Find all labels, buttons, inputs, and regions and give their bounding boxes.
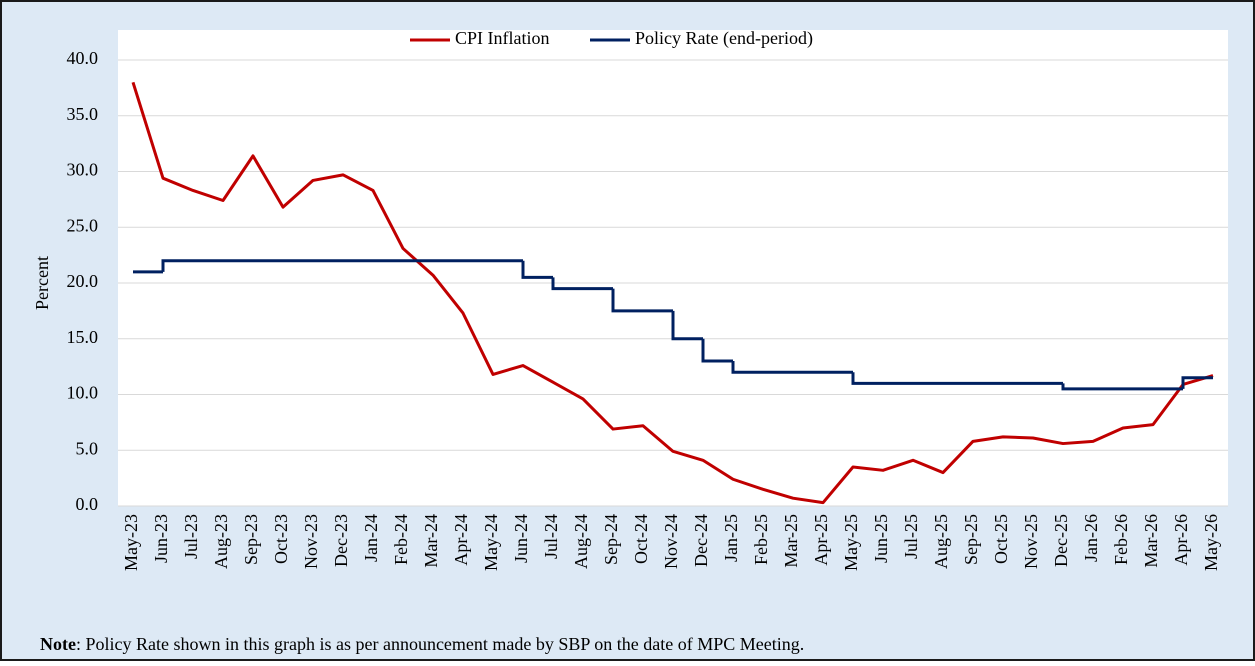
x-tick-label: Sep-25 <box>961 514 981 565</box>
step-segment <box>161 259 193 272</box>
x-tick-label: Jan-26 <box>1081 514 1101 562</box>
line <box>131 81 1214 505</box>
x-tick-label: Jan-25 <box>721 514 741 562</box>
x-tick-label: Dec-24 <box>691 514 711 567</box>
x-tick-label: Oct-23 <box>271 514 291 564</box>
y-tick-label: 40.0 <box>67 48 99 68</box>
x-tick-label: Nov-25 <box>1021 514 1041 569</box>
y-tick-label: 10.0 <box>67 383 99 403</box>
y-tick-label: 25.0 <box>67 215 99 235</box>
x-tick-label: Jul-25 <box>901 514 921 559</box>
x-tick-label: Mar-24 <box>421 514 441 568</box>
x-tick-label: Dec-23 <box>331 514 351 567</box>
step-segment <box>851 372 883 385</box>
step-segment <box>611 288 643 313</box>
step-segment <box>1061 383 1093 391</box>
x-tick-label: Aug-25 <box>931 514 951 569</box>
y-tick-label: 0.0 <box>76 494 99 514</box>
y-tick-label: 15.0 <box>67 327 99 347</box>
step-segment <box>731 361 763 374</box>
x-tick-label: May-25 <box>841 514 861 571</box>
y-tick-label: 30.0 <box>67 160 99 180</box>
x-tick-label: Apr-25 <box>811 514 831 566</box>
note-label: Note <box>40 634 76 654</box>
x-tick-label: Jun-24 <box>511 514 531 563</box>
x-tick-label: Apr-26 <box>1171 514 1191 566</box>
x-tick-label: Oct-24 <box>631 514 651 564</box>
step-segment <box>521 260 553 279</box>
x-tick-label: Aug-23 <box>211 514 231 569</box>
x-tick-label: Sep-23 <box>241 514 261 565</box>
x-tick-label: Feb-24 <box>391 514 411 565</box>
x-tick-label: Jun-23 <box>151 514 171 563</box>
x-tick-label: Aug-24 <box>571 514 591 569</box>
note-text: : Policy Rate shown in this graph is as … <box>76 634 804 654</box>
x-tick-label: Feb-26 <box>1111 514 1131 565</box>
y-axis-title: Percent <box>32 256 52 310</box>
x-tick-label: Jan-24 <box>361 514 381 562</box>
y-tick-label: 35.0 <box>67 104 99 124</box>
step-segment <box>701 338 733 363</box>
y-tick-label: 20.0 <box>67 271 99 291</box>
step-segment <box>551 277 583 291</box>
x-tick-label: Oct-25 <box>991 514 1011 564</box>
x-tick-label: Apr-24 <box>451 514 471 566</box>
x-tick-label: Jul-23 <box>181 514 201 559</box>
x-tick-label: Nov-23 <box>301 514 321 569</box>
step-segment <box>1181 376 1213 389</box>
x-tick-label: May-23 <box>121 514 141 571</box>
step-segment <box>671 310 703 341</box>
x-tick-label: Sep-24 <box>601 514 621 565</box>
x-tick-label: May-24 <box>481 514 501 571</box>
x-tick-label: Jul-24 <box>541 514 561 559</box>
x-tick-label: Jun-25 <box>871 514 891 563</box>
x-tick-label: Nov-24 <box>661 514 681 569</box>
y-tick-label: 5.0 <box>76 438 99 458</box>
note: Note: Policy Rate shown in this graph is… <box>40 634 804 654</box>
x-tick-label: Mar-26 <box>1141 514 1161 568</box>
x-tick-label: Dec-25 <box>1051 514 1071 567</box>
plot-area <box>118 30 1228 506</box>
x-tick-label: Mar-25 <box>781 514 801 568</box>
x-tick-label: Feb-25 <box>751 514 771 565</box>
legend-label: CPI Inflation <box>455 28 550 48</box>
x-tick-label: May-26 <box>1201 514 1221 571</box>
legend-label: Policy Rate (end-period) <box>635 28 813 49</box>
